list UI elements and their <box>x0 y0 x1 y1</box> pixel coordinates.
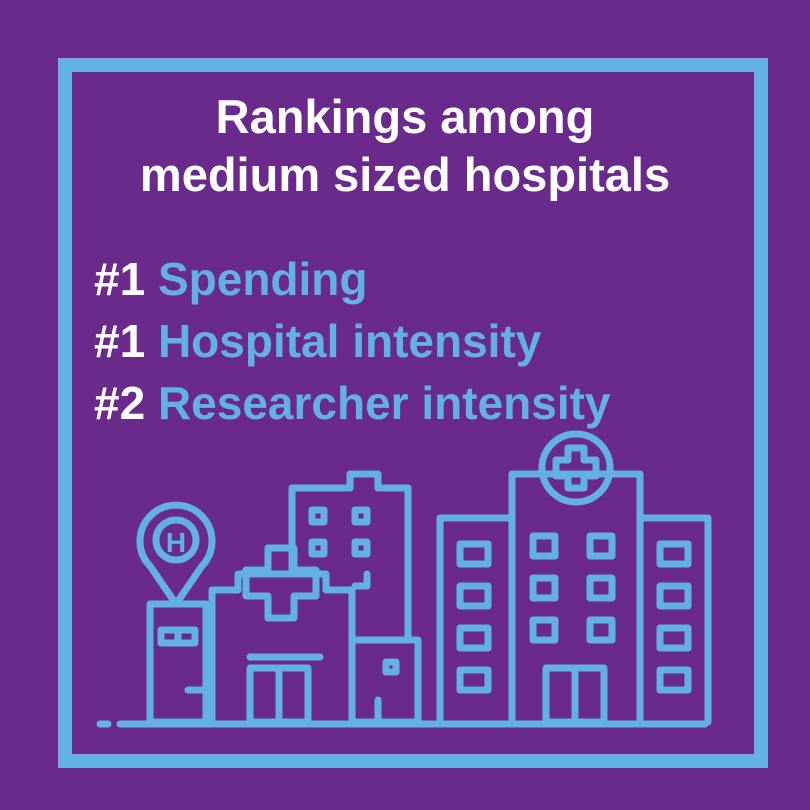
medical-cross-icon <box>552 444 600 492</box>
ranking-hospital-intensity: #1 Hospital intensity <box>94 310 611 372</box>
page-title: Rankings among medium sized hospitals <box>0 88 810 204</box>
rank-label: Researcher intensity <box>157 377 611 429</box>
rank-label: Spending <box>157 253 368 305</box>
ranking-spending: #1 Spending <box>94 248 611 310</box>
annex-building-icon <box>348 636 422 726</box>
clinic-building-icon <box>208 544 356 726</box>
title-line-1: Rankings among <box>215 90 595 143</box>
rank-number: #1 <box>94 253 146 305</box>
tower-building-icon <box>288 470 412 644</box>
rank-number: #2 <box>94 377 146 429</box>
rank-label: Hospital intensity <box>157 315 542 367</box>
pin-letter: H <box>166 527 186 558</box>
ranking-researcher-intensity: #2 Researcher intensity <box>94 372 611 434</box>
border-frame <box>58 58 768 768</box>
main-hospital-icon <box>436 430 712 726</box>
location-pin-icon <box>136 501 216 608</box>
small-building-icon <box>146 600 210 726</box>
rankings-list: #1 Spending #1 Hospital intensity #2 Res… <box>94 248 611 434</box>
rank-number: #1 <box>94 315 146 367</box>
title-line-2: medium sized hospitals <box>139 148 671 201</box>
